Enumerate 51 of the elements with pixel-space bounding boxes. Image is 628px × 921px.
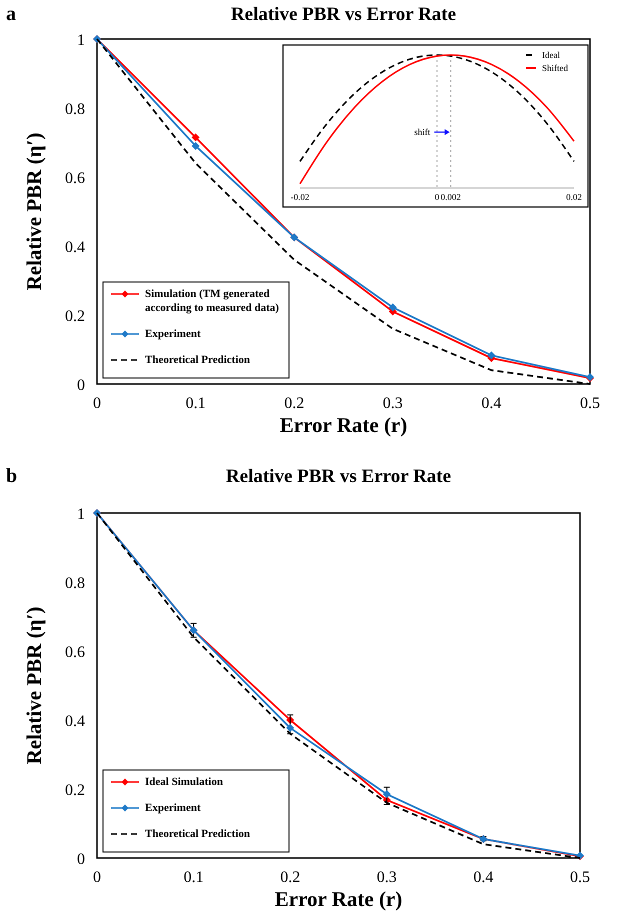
x-tick-label: 0.3 [376,869,397,886]
x-tick-label: 0.5 [580,395,600,412]
point [286,724,294,732]
y-tick-label: 0.4 [65,239,85,256]
text: a [6,3,16,25]
legend-label: Shifted [542,63,568,73]
x-tick-label: 0.1 [186,395,206,412]
x-tick-label: 0 [93,395,101,412]
y-axis-title: Relative PBR (η′) [22,606,46,764]
legend-label: Ideal [542,50,560,60]
x-tick-label: 0 [434,192,440,202]
legend-label: Simulation (TM generated according to measured data) [145,288,280,314]
y-axis-title: Relative PBR (η′) [22,132,46,290]
y-tick-label: 1 [77,32,85,49]
annotation: shift [414,127,431,138]
y-tick-label: 0 [77,851,85,868]
y-tick-label: 0.6 [65,644,85,661]
point [192,133,200,142]
point [382,790,391,798]
text: b [6,465,18,487]
legend-label: Theoretical Prediction [145,354,250,366]
x-tick-label: -0.02 [290,192,310,202]
point [192,142,200,150]
x-axis-title: Error Rate (r) [280,413,408,437]
x-tick-label: 0.002 [440,192,461,202]
y-tick-label: 0.2 [65,782,85,799]
x-tick-label: 0.02 [566,192,582,202]
legend-label: Ideal Simulation [145,776,223,788]
point [487,351,496,360]
y-tick-label: 0.8 [65,101,85,118]
legend-label: Theoretical Prediction [145,828,250,840]
y-tick-label: 0 [77,377,85,394]
y-tick-label: 0.6 [65,170,85,187]
x-tick-label: 0.5 [570,869,590,886]
chart-title: Relative PBR vs Error Rate [226,466,452,487]
x-tick-label: 0.4 [481,395,502,412]
x-tick-label: 0 [93,869,101,886]
legend-label: Experiment [145,328,201,340]
x-axis-title: Error Rate (r) [274,887,402,911]
x-tick-label: 0.3 [382,395,403,412]
y-tick-label: 0.8 [65,575,85,592]
legend-label: Experiment [145,802,201,814]
x-tick-label: 0.1 [184,869,204,886]
x-tick-label: 0.2 [284,395,304,412]
point [388,303,397,312]
y-tick-label: 1 [77,506,85,523]
x-tick-label: 0.2 [280,869,300,886]
x-tick-label: 0.4 [473,869,494,886]
y-tick-label: 0.4 [65,713,85,730]
chart-title: Relative PBR vs Error Rate [230,4,456,25]
y-tick-label: 0.2 [65,308,85,325]
